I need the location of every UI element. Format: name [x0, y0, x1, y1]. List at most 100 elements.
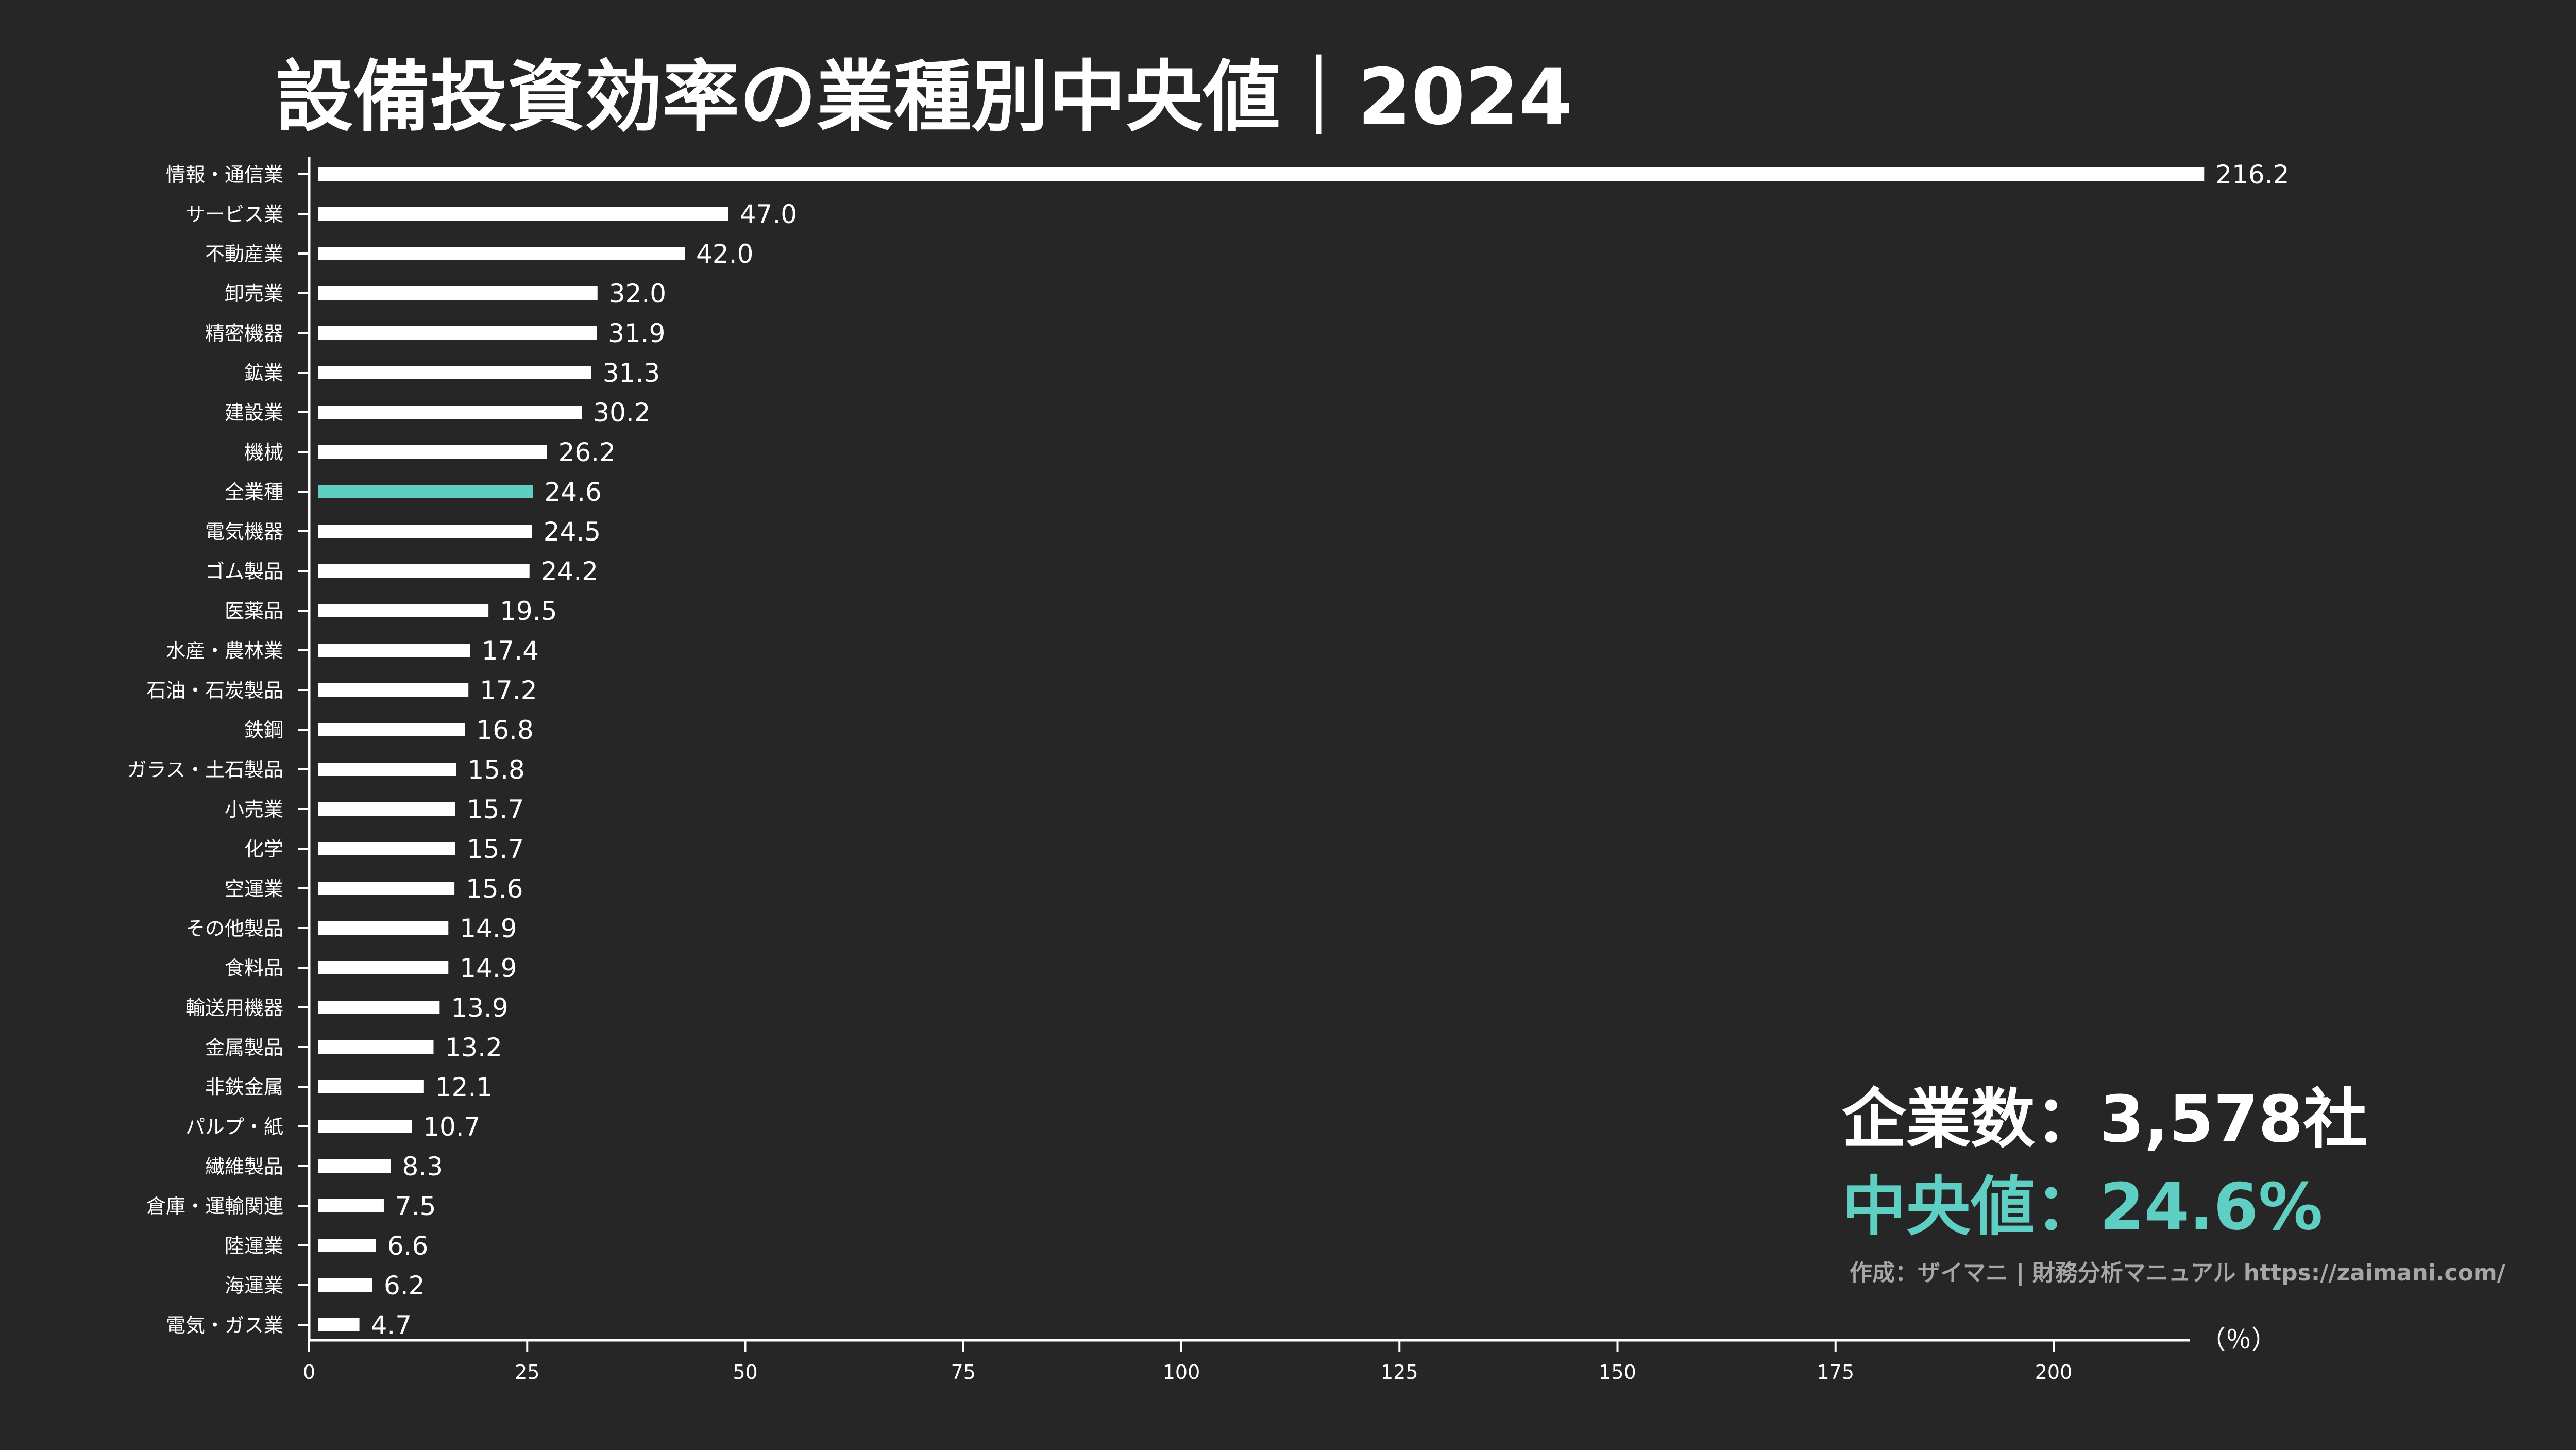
bar [318, 842, 455, 855]
data-label: 15.7 [467, 834, 524, 864]
bar [318, 644, 470, 657]
category-label: 医薬品 [225, 600, 283, 622]
x-tick-label: 125 [1381, 1361, 1418, 1384]
bar [318, 802, 455, 816]
category-label: 不動産業 [205, 243, 283, 265]
bar [318, 921, 449, 935]
data-label: 15.6 [466, 874, 523, 904]
data-label: 10.7 [423, 1112, 480, 1142]
data-label: 32.0 [609, 279, 666, 309]
data-label: 31.9 [608, 318, 665, 348]
bar [318, 1120, 412, 1133]
category-label: ゴム製品 [205, 560, 283, 583]
category-label: 非鉄金属 [205, 1076, 283, 1099]
bar [318, 1318, 360, 1331]
category-label: 電気・ガス業 [166, 1314, 283, 1337]
data-label: 24.2 [541, 557, 598, 586]
x-tick-label: 175 [1817, 1361, 1854, 1384]
x-tick-label: 100 [1163, 1361, 1200, 1384]
category-label: 水産・農林業 [166, 639, 283, 662]
median-stat: 中央値：24.6% [1842, 1170, 2323, 1244]
bar [318, 326, 597, 340]
category-label: 食料品 [225, 957, 283, 980]
data-label: 24.6 [544, 477, 601, 507]
data-label: 47.0 [740, 199, 797, 229]
data-label: 8.3 [402, 1152, 444, 1182]
category-label: 繊維製品 [205, 1155, 283, 1178]
x-tick-label: 25 [515, 1361, 539, 1384]
category-label: 海運業 [225, 1274, 283, 1297]
bar [318, 604, 489, 617]
bar [318, 763, 456, 776]
bar [318, 564, 530, 578]
category-label: 建設業 [225, 401, 283, 424]
category-label: 陸運業 [225, 1235, 283, 1257]
data-label: 30.2 [593, 398, 650, 428]
category-label: 電気機器 [205, 520, 283, 543]
bar [318, 286, 598, 300]
data-label: 12.1 [435, 1072, 493, 1102]
category-label: 倉庫・運輸関連 [146, 1195, 283, 1218]
category-label: 機械 [244, 441, 283, 464]
category-label: 空運業 [225, 878, 283, 900]
category-label: その他製品 [185, 917, 283, 940]
data-label: 6.6 [387, 1231, 429, 1261]
data-label: 15.8 [467, 755, 524, 785]
data-label: 216.2 [2215, 160, 2289, 190]
data-label: 15.7 [467, 795, 524, 824]
data-label: 7.5 [395, 1191, 436, 1221]
x-tick-label: 200 [2035, 1361, 2073, 1384]
data-label: 19.5 [500, 596, 557, 626]
plot-area: 情報・通信業 216.2 サービス業 47.0 不動産業 42.0 卸売業 32.0 精密機器 3… [127, 160, 2290, 1340]
category-label: 全業種 [225, 481, 283, 503]
data-label: 16.8 [476, 715, 533, 745]
credit-text: 作成：ザイマニ | 財務分析マニュアル https://zaimani.com/ [1850, 1260, 2506, 1286]
data-label: 6.2 [384, 1271, 425, 1301]
x-axis-unit-label: （％） [2200, 1325, 2277, 1355]
bar [318, 445, 547, 459]
category-label: 小売業 [225, 798, 283, 821]
data-label: 13.9 [451, 993, 508, 1023]
category-label: 情報・通信業 [166, 163, 283, 186]
category-label: 金属製品 [205, 1036, 283, 1059]
data-label: 31.3 [603, 358, 660, 388]
x-tick-label: 50 [733, 1361, 757, 1384]
data-label: 17.2 [480, 676, 537, 705]
bar [318, 247, 685, 260]
bar [318, 1001, 440, 1014]
category-label: 精密機器 [205, 322, 283, 345]
data-label: 17.4 [482, 636, 539, 666]
bar [318, 1040, 434, 1054]
category-label: 鉱業 [244, 362, 283, 384]
x-tick-label: 0 [303, 1361, 315, 1384]
bar [318, 1199, 384, 1212]
bar [318, 723, 465, 736]
bar [318, 1278, 372, 1292]
bar [318, 366, 591, 379]
category-label: 化学 [244, 838, 283, 861]
category-label: パルプ・紙 [185, 1116, 283, 1138]
bar [318, 207, 728, 221]
data-label: 14.9 [460, 914, 517, 943]
x-tick-label: 75 [951, 1361, 976, 1384]
bar [318, 683, 469, 697]
x-axis-ticks: 0 25 50 75 100 125 150 175 200 [303, 1340, 2072, 1384]
chart-title: 設備投資効率の業種別中央値｜2024 [276, 53, 1572, 142]
category-label: 鉄鋼 [244, 719, 283, 741]
bar-highlight [318, 485, 533, 498]
category-label: サービス業 [185, 203, 283, 226]
data-label: 26.2 [558, 437, 616, 467]
data-label: 13.2 [445, 1033, 502, 1063]
bar [318, 1080, 424, 1093]
category-label: 石油・石炭製品 [146, 679, 283, 702]
category-label: 卸売業 [225, 282, 283, 305]
data-label: 24.5 [544, 517, 601, 547]
data-label: 42.0 [696, 239, 753, 269]
category-label: 輸送用機器 [185, 997, 283, 1019]
company-count-stat: 企業数：3,578社 [1842, 1082, 2367, 1157]
data-label: 14.9 [460, 953, 517, 983]
bar [318, 1239, 376, 1252]
bar [318, 961, 449, 974]
x-tick-label: 150 [1599, 1361, 1636, 1384]
